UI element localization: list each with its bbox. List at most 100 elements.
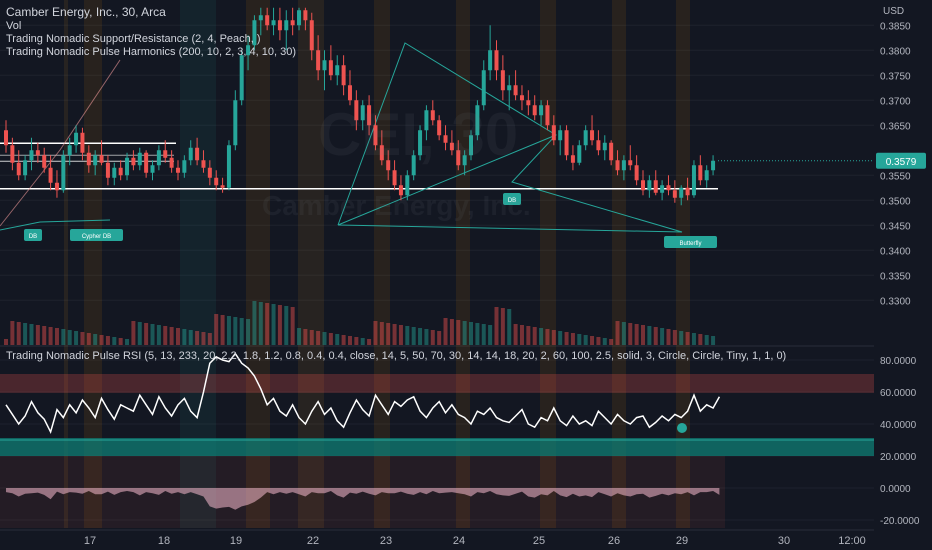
candle-body <box>163 150 168 158</box>
rsi-legend[interactable]: Trading Nomadic Pulse RSI (5, 13, 233, 2… <box>6 350 787 362</box>
candle-body <box>418 130 423 156</box>
volume-bar <box>322 332 327 345</box>
volume-bar <box>373 321 378 345</box>
volume-bar <box>570 333 575 345</box>
volume-bar <box>297 328 302 345</box>
candle-body <box>430 110 435 121</box>
volume-bar <box>615 321 620 345</box>
price-axis-background <box>874 0 932 550</box>
candle-body <box>290 20 295 26</box>
pulse-harmonics-legend[interactable]: Trading Nomadic Pulse Harmonics (200, 10… <box>6 46 297 58</box>
candle-body <box>347 85 352 101</box>
candle-body <box>564 130 569 156</box>
volume-bar <box>42 326 47 345</box>
volume-bar <box>239 318 244 345</box>
volume-bar <box>564 332 569 345</box>
candle-body <box>545 105 550 126</box>
price-tick-label: 0.3750 <box>880 71 911 82</box>
overbought-band <box>0 374 874 393</box>
volume-bar <box>641 325 645 345</box>
candle-body <box>462 155 467 166</box>
candle-body <box>691 165 696 196</box>
candle-body <box>360 105 365 121</box>
volume-bar <box>156 325 161 345</box>
candle-body <box>29 150 34 161</box>
volume-bar <box>188 330 193 345</box>
candle-body <box>265 15 270 26</box>
volume-bar <box>379 322 384 345</box>
volume-bar <box>61 329 66 345</box>
candle-body <box>392 170 397 186</box>
volume-bar <box>354 337 359 345</box>
candle-body <box>386 160 391 171</box>
session-highlight <box>64 0 68 528</box>
candle-body <box>373 125 378 146</box>
candle-body <box>335 65 340 76</box>
candle-body <box>16 162 21 176</box>
time-tick-label: 30 <box>778 535 790 547</box>
volume-bar <box>10 321 15 345</box>
candle-body <box>443 135 448 143</box>
volume-bar <box>418 328 423 345</box>
volume-bar <box>182 329 187 345</box>
volume-bar <box>54 328 59 345</box>
candle-body <box>112 167 117 178</box>
volume-bar <box>246 319 251 345</box>
candle-body <box>449 142 454 151</box>
volume-bar <box>163 326 168 345</box>
volume-legend[interactable]: Vol <box>6 20 22 32</box>
volume-bar <box>258 302 263 345</box>
support-resistance-legend[interactable]: Trading Nomadic Support/Resistance (2, 4… <box>6 33 261 45</box>
candle-body <box>488 50 493 71</box>
main-chart-title[interactable]: Camber Energy, Inc., 30, Arca <box>6 5 166 19</box>
candle-body <box>519 95 524 101</box>
price-tick-label: 0.3400 <box>880 246 911 257</box>
volume-bar <box>265 303 270 345</box>
harmonic-pattern-lines <box>0 59 121 227</box>
candle-body <box>271 20 276 26</box>
volume-bar <box>271 304 276 345</box>
candle-body <box>379 145 384 161</box>
volume-bar <box>628 323 633 345</box>
candle-body <box>641 180 645 191</box>
volume-bar <box>666 329 671 345</box>
candle-body <box>615 160 620 171</box>
candle-body <box>590 130 595 141</box>
candle-body <box>666 185 671 191</box>
volume-bar <box>532 327 537 345</box>
volume-bar <box>233 317 238 345</box>
candle-body <box>405 175 410 196</box>
time-tick-label: 25 <box>533 535 545 547</box>
harmonic-label: DB <box>29 234 37 240</box>
candle-body <box>35 150 40 156</box>
rsi-histogram <box>6 488 720 510</box>
candle-body <box>137 152 142 166</box>
candle-body <box>150 165 155 173</box>
time-tick-label: 22 <box>307 535 319 547</box>
volume-bar <box>74 331 79 345</box>
candle-body <box>583 130 588 146</box>
candle-body <box>500 70 505 91</box>
rsi-tick-label: 60.0000 <box>880 388 917 399</box>
time-tick-label: 29 <box>676 535 688 547</box>
volume-bar <box>175 328 180 345</box>
candle-body <box>672 190 677 198</box>
volume-bar <box>144 323 149 345</box>
candle-body <box>277 20 282 31</box>
candle-body <box>628 160 633 166</box>
volume-bar <box>609 339 614 345</box>
volume-bar <box>277 305 282 345</box>
time-tick-label: 26 <box>608 535 620 547</box>
candle-body <box>341 65 346 86</box>
volume-bar <box>398 325 403 345</box>
volume-bar <box>16 322 21 345</box>
candle-body <box>507 85 512 91</box>
volume-bar <box>131 321 136 345</box>
volume-bar <box>513 324 518 345</box>
price-tick-label: 0.3350 <box>880 271 911 282</box>
session-highlight <box>456 0 470 528</box>
candle-body <box>685 187 690 196</box>
volume-bar <box>80 332 85 345</box>
candle-body <box>54 182 59 191</box>
